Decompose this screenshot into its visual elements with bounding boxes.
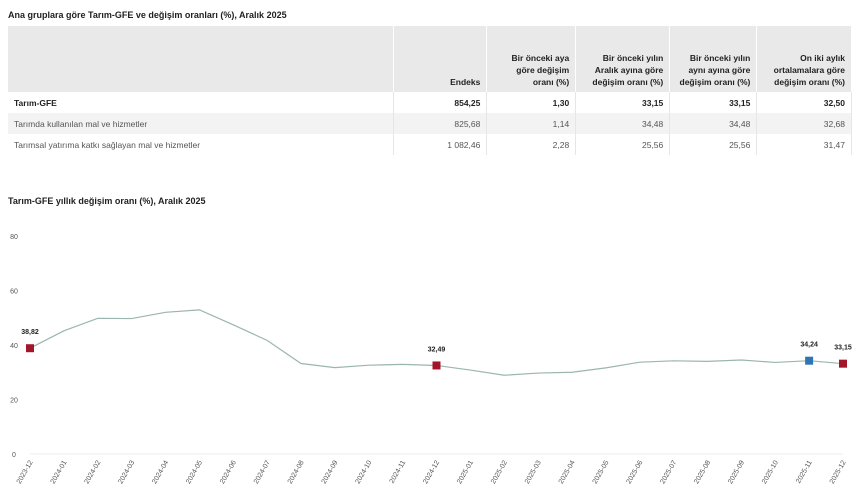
column-header: Endeks bbox=[393, 26, 488, 92]
table-cell: 1,14 bbox=[486, 113, 577, 134]
x-tick-label: 2024-12 bbox=[422, 459, 441, 485]
x-tick-label: 2024-03 bbox=[117, 459, 136, 485]
data-label: 33,15 bbox=[834, 345, 852, 352]
table-cell: 34,48 bbox=[575, 113, 671, 134]
table-cell: Tarımda kullanılan mal ve hizmetler bbox=[8, 113, 394, 134]
table-row: Tarımda kullanılan mal ve hizmetler 825,6… bbox=[8, 113, 852, 134]
table-cell: 1,30 bbox=[486, 92, 577, 113]
table-cell: 854,25 bbox=[393, 92, 488, 113]
y-tick-label: 0 bbox=[12, 452, 16, 459]
x-tick-label: 2025-01 bbox=[456, 459, 475, 485]
data-table: Endeks Bir önceki aya göre değişim oranı … bbox=[8, 26, 852, 155]
table-cell: 25,56 bbox=[575, 134, 671, 155]
x-tick-label: 2025-05 bbox=[592, 459, 611, 485]
table-row: Tarım-GFE 854,25 1,30 33,15 33,15 32,50 bbox=[8, 92, 852, 113]
x-tick-label: 2024-01 bbox=[50, 459, 69, 485]
x-tick-label: 2024-02 bbox=[84, 459, 103, 485]
table-cell: 2,28 bbox=[486, 134, 577, 155]
x-tick-label: 2025-10 bbox=[761, 459, 780, 485]
table-cell: Tarım-GFE bbox=[8, 92, 394, 113]
y-tick-label: 40 bbox=[10, 343, 18, 350]
x-tick-label: 2024-04 bbox=[151, 459, 170, 485]
table-cell: 32,68 bbox=[756, 113, 852, 134]
y-tick-label: 20 bbox=[10, 398, 18, 405]
data-point-marker bbox=[26, 344, 34, 353]
x-tick-label: 2025-07 bbox=[659, 459, 678, 485]
data-point-marker bbox=[432, 361, 441, 370]
x-tick-label: 2024-10 bbox=[355, 459, 374, 485]
x-tick-label: 2025-08 bbox=[693, 459, 712, 485]
x-tick-label: 2024-08 bbox=[287, 459, 306, 485]
x-tick-label: 2025-06 bbox=[626, 459, 645, 485]
column-header bbox=[8, 26, 394, 92]
column-header: Bir önceki aya göre değişim oranı (%) bbox=[486, 26, 577, 92]
table-row: Tarımsal yatırıma katkı sağlayan mal ve … bbox=[8, 134, 852, 155]
table-cell: Tarımsal yatırıma katkı sağlayan mal ve … bbox=[8, 134, 394, 155]
table-cell: 31,47 bbox=[756, 134, 852, 155]
table-cell: 32,50 bbox=[756, 92, 852, 113]
data-label: 34,24 bbox=[800, 342, 818, 349]
x-tick-label: 2025-04 bbox=[558, 459, 577, 485]
table-cell: 825,68 bbox=[393, 113, 488, 134]
table-cell: 1 082,46 bbox=[393, 134, 488, 155]
table-title: Ana gruplara göre Tarım-GFE ve değişim o… bbox=[8, 10, 287, 20]
y-tick-label: 60 bbox=[10, 289, 18, 296]
x-tick-label: 2025-09 bbox=[727, 459, 746, 485]
x-tick-label: 2024-05 bbox=[185, 459, 204, 485]
data-point-marker bbox=[805, 356, 814, 365]
y-tick-label: 80 bbox=[10, 234, 18, 241]
data-label: 32,49 bbox=[428, 346, 446, 353]
data-label: 38,82 bbox=[21, 329, 39, 336]
column-header: Bir önceki yılın Aralık ayına göre değiş… bbox=[575, 26, 671, 92]
chart-title: Tarım-GFE yıllık değişim oranı (%), Aral… bbox=[8, 196, 206, 206]
table-cell: 33,15 bbox=[575, 92, 671, 113]
x-tick-label: 2025-11 bbox=[795, 459, 814, 484]
x-tick-label: 2025-12 bbox=[829, 459, 848, 485]
x-tick-label: 2023-12 bbox=[16, 459, 35, 485]
table-cell: 34,48 bbox=[669, 113, 758, 134]
x-tick-label: 2024-06 bbox=[219, 459, 238, 485]
x-tick-label: 2025-03 bbox=[524, 459, 543, 485]
table-cell: 33,15 bbox=[669, 92, 758, 113]
x-tick-label: 2024-09 bbox=[321, 459, 340, 485]
line-chart: 0 20 40 60 80 2023-12 2024-01 2024-02 2024-03 202… bbox=[10, 234, 852, 485]
x-tick-label: 2024-07 bbox=[253, 459, 272, 485]
table-cell: 25,56 bbox=[669, 134, 758, 155]
column-header: On iki aylık ortalamalara göre değişim o… bbox=[756, 26, 852, 92]
column-header: Bir önceki yılın aynı ayına göre değişim… bbox=[669, 26, 758, 92]
x-tick-label: 2024-11 bbox=[389, 459, 408, 484]
data-point-marker bbox=[839, 359, 847, 368]
x-tick-label: 2025-02 bbox=[490, 459, 509, 485]
